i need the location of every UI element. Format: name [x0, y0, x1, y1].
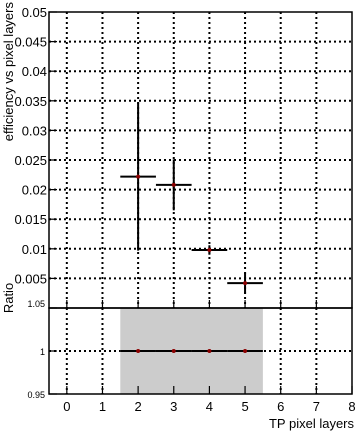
xtick-label-4: 4	[206, 399, 213, 414]
top-ytick-label-4: 0.03	[22, 123, 47, 138]
y-axis-label-ratio: Ratio	[1, 283, 16, 313]
ratio-point-3	[243, 349, 248, 353]
top-ytick-label-6: 0.02	[22, 183, 47, 198]
top-ytick-label-0: 0.05	[22, 5, 47, 20]
data-layer	[120, 102, 263, 353]
top-point-2	[207, 247, 212, 252]
ratio-point-0	[136, 349, 141, 353]
top-point-1	[171, 182, 176, 187]
xtick-label-7: 7	[313, 399, 320, 414]
top-ytick-label-5: 0.025	[14, 153, 47, 168]
xtick-label-1: 1	[99, 399, 106, 414]
ratio-point-1	[171, 349, 176, 353]
ratio-ytick-label-2: 0.95	[27, 390, 45, 400]
xtick-label-5: 5	[241, 399, 248, 414]
top-ytick-label-9: 0.005	[14, 271, 47, 286]
grid-lines	[49, 12, 352, 394]
xtick-label-6: 6	[277, 399, 284, 414]
top-ytick-label-1: 0.045	[14, 35, 47, 50]
ratio-point-2	[207, 349, 212, 353]
top-ytick-label-7: 0.015	[14, 212, 47, 227]
label-layer: efficiency vs pixel layers Ratio TP pixe…	[1, 2, 354, 431]
top-ytick-label-2: 0.04	[22, 64, 47, 79]
ratio-ytick-label-0: 1.05	[27, 299, 45, 309]
ratio-ytick-label-1: 1	[40, 347, 45, 357]
top-ytick-label-8: 0.01	[22, 242, 47, 257]
y-axis-label-top: efficiency vs pixel layers	[1, 2, 16, 142]
top-point-0	[136, 174, 141, 179]
xtick-label-3: 3	[170, 399, 177, 414]
x-axis-label: TP pixel layers	[269, 416, 355, 431]
xtick-label-8: 8	[348, 399, 355, 414]
top-point-3	[243, 281, 248, 286]
tick-layer: 0.050.0450.040.0350.030.0250.020.0150.01…	[14, 5, 355, 414]
xtick-label-2: 2	[135, 399, 142, 414]
top-ytick-label-3: 0.035	[14, 94, 47, 109]
xtick-label-0: 0	[63, 399, 70, 414]
